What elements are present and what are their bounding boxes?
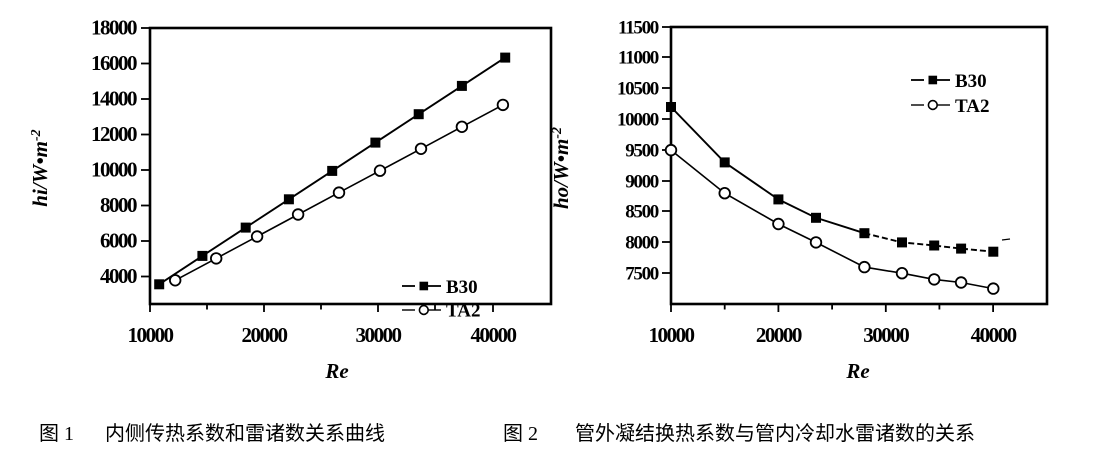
- svg-text:内侧传热系数和雷诸数关系曲线: 内侧传热系数和雷诸数关系曲线: [105, 422, 385, 445]
- svg-text:10500: 10500: [617, 79, 659, 100]
- svg-text:10000: 10000: [91, 158, 137, 182]
- svg-text:16000: 16000: [91, 51, 137, 75]
- svg-text:14000: 14000: [91, 87, 137, 111]
- svg-text:8000: 8000: [100, 193, 137, 217]
- svg-text:12000: 12000: [91, 122, 137, 146]
- svg-text:20000: 20000: [756, 323, 802, 347]
- svg-text:Re: Re: [324, 359, 348, 383]
- svg-text:9500: 9500: [625, 141, 659, 162]
- svg-text:TA2: TA2: [955, 96, 989, 117]
- svg-text:10000: 10000: [128, 323, 174, 347]
- svg-text:18000: 18000: [91, 16, 137, 40]
- svg-text:B30: B30: [446, 277, 478, 298]
- svg-text:图 2: 图 2: [503, 423, 538, 445]
- svg-text:8000: 8000: [625, 233, 659, 254]
- svg-text:30000: 30000: [356, 323, 402, 347]
- svg-text:Re: Re: [845, 359, 869, 383]
- svg-text:4000: 4000: [100, 264, 137, 288]
- svg-text:30000: 30000: [863, 323, 909, 347]
- svg-text:图 1: 图 1: [39, 423, 74, 445]
- svg-text:9000: 9000: [625, 172, 659, 193]
- svg-text:B30: B30: [955, 71, 987, 92]
- svg-text:20000: 20000: [242, 323, 288, 347]
- svg-text:11000: 11000: [618, 48, 659, 69]
- svg-text:TA2: TA2: [446, 301, 480, 322]
- svg-text:40000: 40000: [971, 323, 1017, 347]
- svg-text:ho/W•m-2: ho/W•m-2: [549, 127, 573, 209]
- svg-text:10000: 10000: [649, 323, 695, 347]
- svg-text:10000: 10000: [617, 110, 659, 131]
- svg-text:11500: 11500: [618, 18, 659, 39]
- svg-text:6000: 6000: [100, 229, 137, 253]
- svg-text:7500: 7500: [625, 264, 659, 285]
- svg-text:管外凝结换热系数与管内冷却水雷诸数的关系: 管外凝结换热系数与管内冷却水雷诸数的关系: [575, 422, 975, 445]
- svg-text:8500: 8500: [625, 202, 659, 223]
- svg-text:40000: 40000: [471, 323, 517, 347]
